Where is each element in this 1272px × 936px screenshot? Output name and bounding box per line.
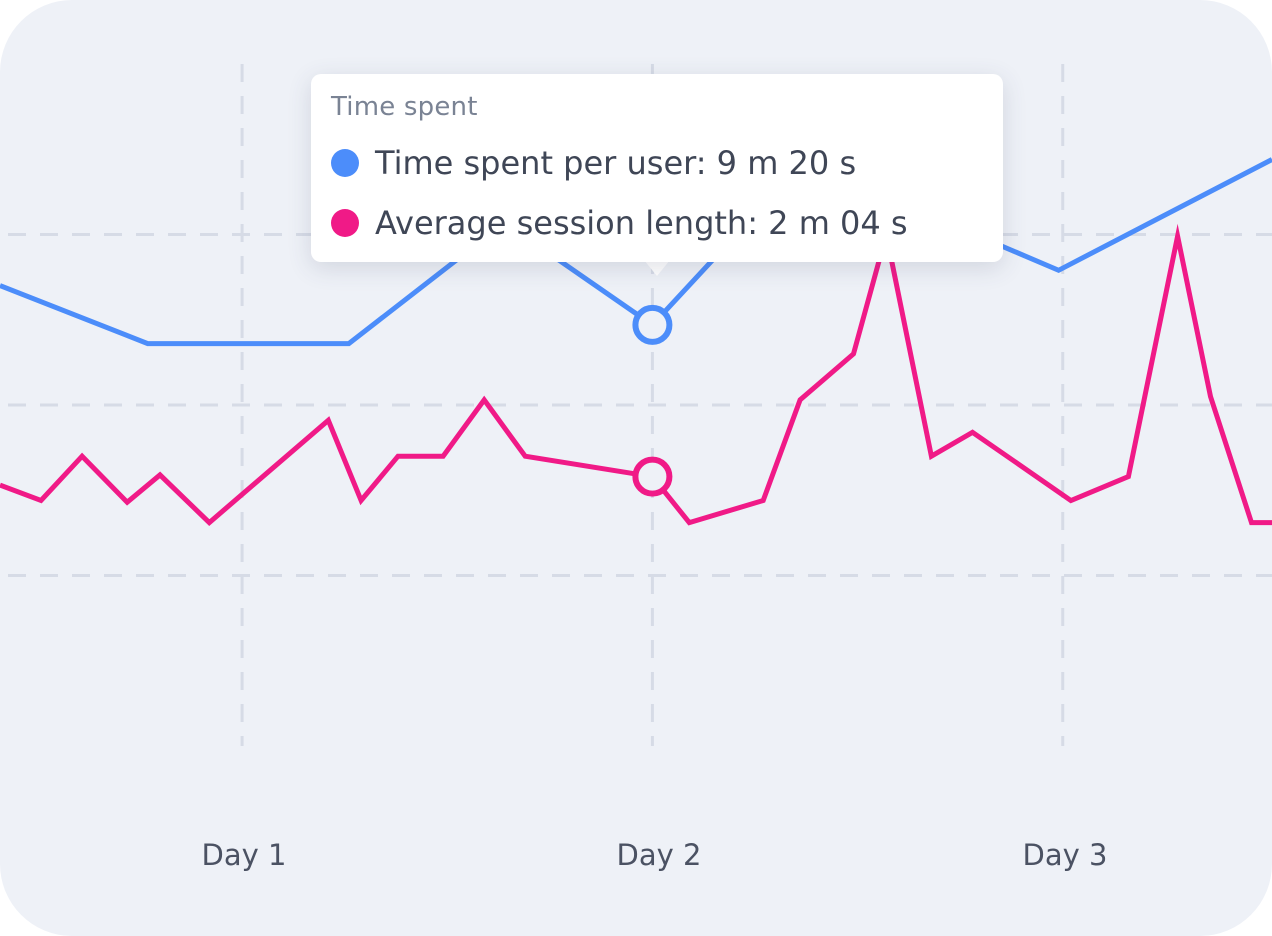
tooltip-row-label: Average session length: 2 m 04 s — [375, 204, 908, 242]
tooltip-row-label: Time spent per user: 9 m 20 s — [375, 144, 857, 182]
hover-markers — [632, 304, 673, 497]
tooltip-pointer — [644, 260, 670, 276]
series-line-session-length — [0, 223, 1272, 526]
tooltip-title: Time spent — [331, 92, 478, 122]
hover-marker-time-per-user — [632, 304, 673, 345]
series-dot-icon — [331, 209, 359, 237]
hover-marker-session-length — [632, 456, 673, 497]
x-tick-label-day-3: Day 3 — [1022, 838, 1108, 872]
series-dot-icon — [331, 149, 359, 177]
tooltip-row-session-length: Average session length: 2 m 04 s — [331, 204, 908, 242]
x-tick-label-day-1: Day 1 — [201, 838, 287, 872]
tooltip-row-time-per-user: Time spent per user: 9 m 20 s — [331, 144, 856, 182]
tooltip: Time spent Time spent per user: 9 m 20 s… — [311, 74, 1003, 262]
x-tick-label-day-2: Day 2 — [616, 838, 702, 872]
